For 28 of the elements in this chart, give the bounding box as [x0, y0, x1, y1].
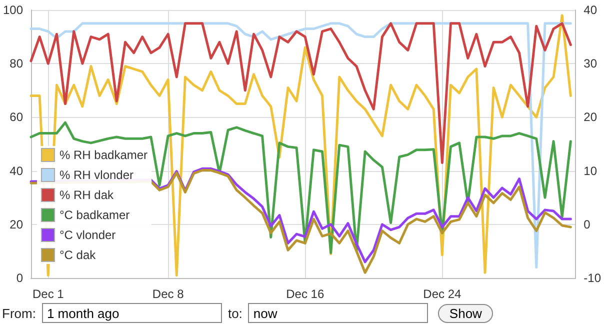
y-tick-label: 80	[10, 56, 24, 71]
y-tick-label: 40	[10, 164, 24, 178]
y2-tick-label: -10	[584, 271, 602, 285]
y2-tick-label: 40	[584, 3, 598, 17]
y-tick-label: 0	[16, 271, 24, 285]
y2-tick-label: 10	[584, 164, 598, 178]
y-tick-label: 100	[2, 3, 24, 17]
x-tick-label: Dec 16	[286, 287, 324, 301]
legend-label: % RH vlonder	[60, 168, 134, 182]
x-tick-label: Dec 8	[152, 287, 184, 301]
y-tick-label: 60	[10, 110, 24, 124]
text: to:	[228, 306, 242, 320]
text: From:	[2, 306, 36, 320]
x-tick-label: Dec 1	[32, 287, 64, 301]
text-field: 1 month ago	[42, 303, 222, 323]
legend-label: °C dak	[60, 248, 97, 262]
button: Show	[438, 304, 493, 322]
x-tick-label: Dec 24	[423, 287, 462, 301]
legend-label: °C badkamer	[60, 208, 130, 222]
legend-label: % RH dak	[60, 188, 115, 202]
legend-label: °C vlonder	[60, 228, 116, 242]
y2-tick-label: 20	[584, 110, 598, 124]
legend-label: % RH badkamer	[60, 148, 148, 162]
y-tick-label: 20	[10, 217, 24, 232]
y2-tick-label: 0	[584, 217, 591, 232]
y2-tick-label: 30	[584, 56, 598, 71]
line-series	[30, 22, 572, 164]
text-field: now	[248, 303, 428, 323]
